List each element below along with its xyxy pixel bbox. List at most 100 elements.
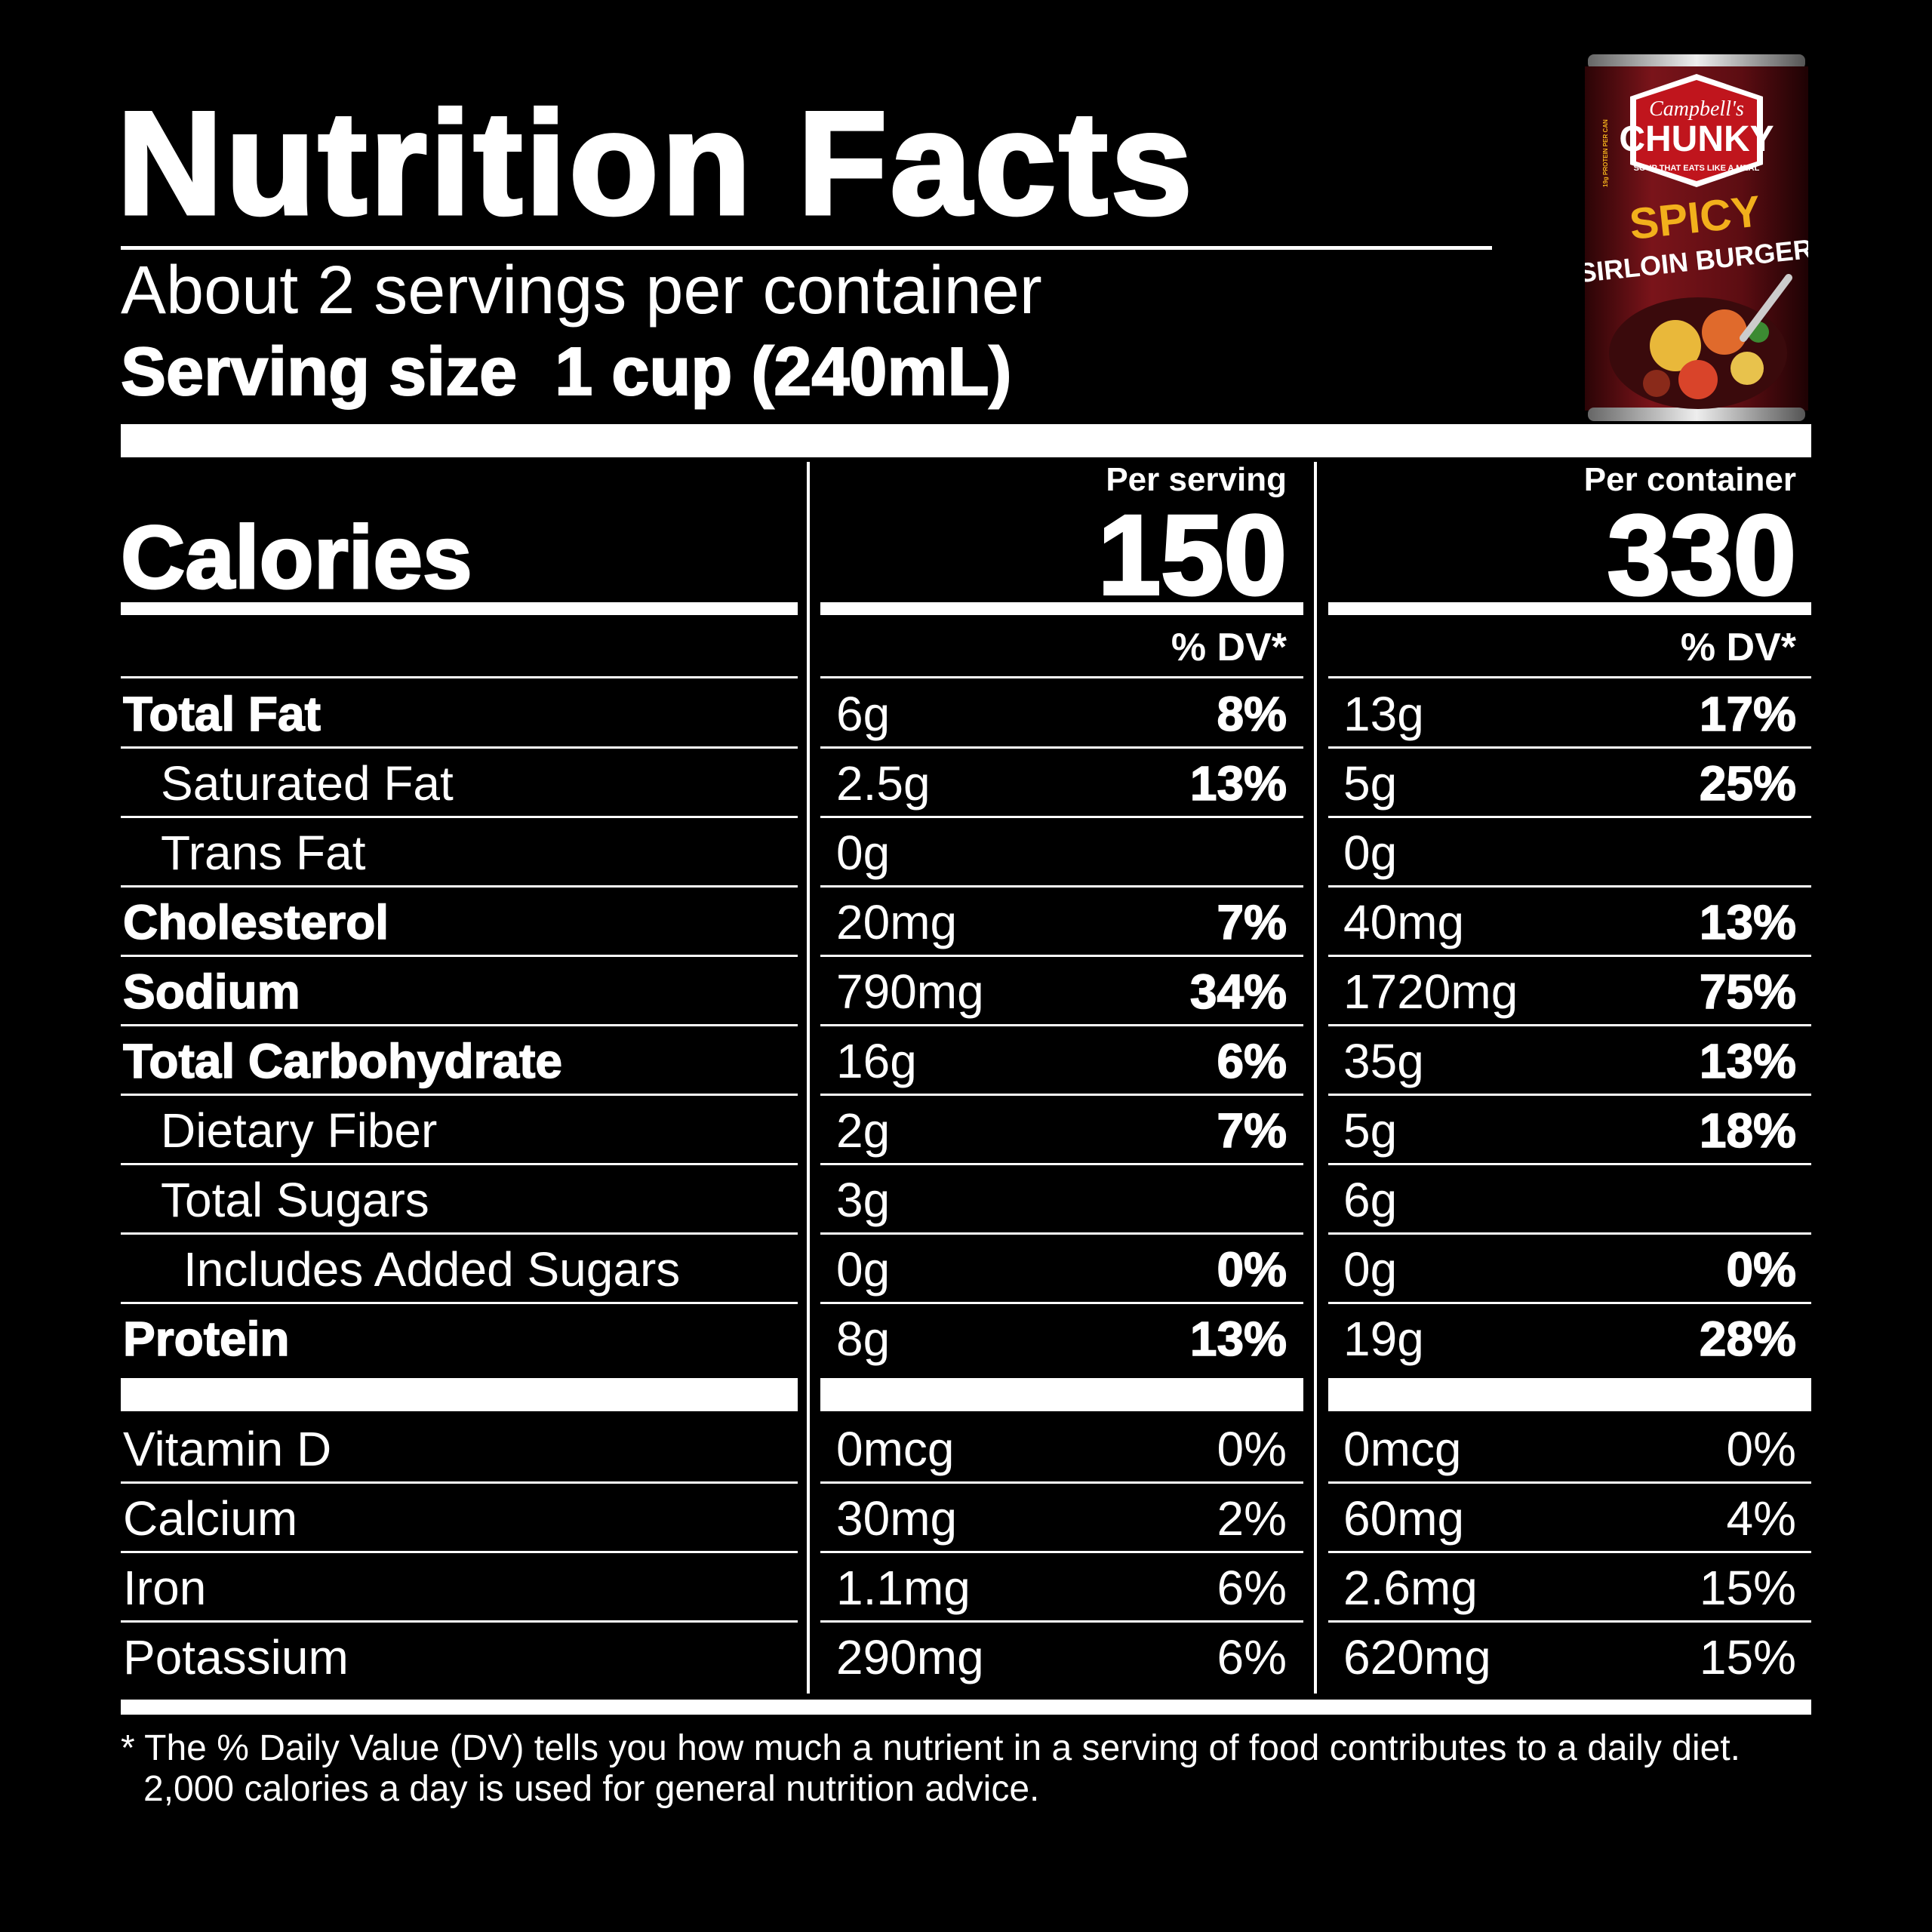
row-separator	[1328, 1481, 1811, 1484]
serving-dv: 8%	[1217, 686, 1287, 742]
container-dv: 75%	[1699, 964, 1797, 1020]
container-amount: 620mg	[1343, 1630, 1491, 1684]
row-separator	[1328, 1094, 1811, 1096]
nutrient-row: Saturated Fat 2.5g 13% 5g 25%	[0, 749, 1932, 818]
nutrient-name: Total Carbohydrate	[122, 1033, 563, 1089]
row-separator	[121, 955, 798, 957]
nutrient-row: Total Fat 6g 8% 13g 17%	[0, 679, 1932, 749]
row-separator	[820, 746, 1303, 749]
nutrient-row: Trans Fat 0g 0g	[0, 818, 1932, 888]
row-separator	[121, 1481, 798, 1484]
calories-per-container: 330	[1606, 491, 1798, 618]
row-separator	[820, 1232, 1303, 1235]
label-title: Nutrition Facts	[115, 82, 1195, 245]
vitamin-row: Calcium 30mg 2% 60mg 4%	[0, 1484, 1932, 1553]
row-separator	[1328, 1163, 1811, 1165]
per-container-label: Per container	[1583, 461, 1796, 498]
can-protein-badge: 19g PROTEIN PER CAN	[1602, 119, 1609, 187]
row-separator	[820, 1302, 1303, 1304]
serving-dv: 2%	[1217, 1491, 1287, 1546]
row-separator	[1328, 955, 1811, 957]
row-separator	[1328, 676, 1811, 678]
nutrient-row: Protein 8g 13% 19g 28%	[0, 1304, 1932, 1374]
serving-dv: 7%	[1217, 1103, 1287, 1158]
vitamin-name: Vitamin D	[123, 1422, 332, 1476]
serving-dv: 0%	[1217, 1241, 1287, 1297]
container-dv: 13%	[1699, 894, 1797, 950]
nutrient-name: Trans Fat	[161, 826, 366, 880]
container-amount: 6g	[1343, 1173, 1398, 1227]
vitamin-row: Vitamin D 0mcg 0% 0mcg 0%	[0, 1414, 1932, 1484]
container-amount: 2.6mg	[1343, 1561, 1478, 1615]
nutrient-row: Cholesterol 20mg 7% 40mg 13%	[0, 888, 1932, 957]
nutrient-name: Cholesterol	[122, 894, 389, 950]
row-separator	[820, 1481, 1303, 1484]
row-separator	[121, 1302, 798, 1304]
row-separator	[121, 885, 798, 888]
serving-dv: 13%	[1189, 1311, 1287, 1367]
servings-per-container: About 2 servings per container	[121, 253, 1042, 328]
serving-amount: 30mg	[836, 1491, 958, 1546]
nutrient-name: Dietary Fiber	[161, 1103, 438, 1158]
dv-header-serving: % DV*	[1171, 626, 1287, 669]
vitamin-name: Calcium	[123, 1491, 298, 1546]
vitamin-bar-right	[1328, 1378, 1811, 1411]
container-amount: 0mcg	[1343, 1422, 1462, 1476]
serving-amount: 0mcg	[836, 1422, 955, 1476]
can-product-line: CHUNKY	[1619, 119, 1774, 159]
nutrient-row: Includes Added Sugars 0g 0% 0g 0%	[0, 1235, 1932, 1304]
serving-dv: 6%	[1217, 1561, 1287, 1615]
serving-amount: 0g	[836, 826, 891, 880]
calories-rule-mid	[820, 602, 1303, 615]
container-amount: 0g	[1343, 826, 1398, 880]
serving-amount: 20mg	[836, 895, 958, 949]
row-separator	[1328, 1232, 1811, 1235]
vitamin-row: Potassium 290mg 6% 620mg 15%	[0, 1623, 1932, 1692]
serving-amount: 6g	[836, 687, 891, 741]
container-amount: 13g	[1343, 687, 1424, 741]
row-separator	[820, 1163, 1303, 1165]
nutrient-row: Total Sugars 3g 6g	[0, 1165, 1932, 1235]
row-separator	[121, 1551, 798, 1553]
serving-dv: 0%	[1217, 1422, 1287, 1476]
nutrient-name: Total Sugars	[161, 1173, 429, 1227]
row-separator	[820, 1620, 1303, 1623]
container-amount: 5g	[1343, 1103, 1398, 1158]
container-dv	[1638, 1165, 1796, 1235]
column-divider-2	[1314, 462, 1317, 1694]
container-dv: 13%	[1699, 1033, 1797, 1089]
container-dv: 15%	[1699, 1561, 1796, 1615]
dv-header-container: % DV*	[1680, 626, 1796, 669]
row-separator	[820, 1551, 1303, 1553]
serving-amount: 2g	[836, 1103, 891, 1158]
serving-amount: 790mg	[836, 964, 984, 1019]
container-dv: 15%	[1699, 1630, 1796, 1684]
row-separator	[121, 1232, 798, 1235]
serving-amount: 1.1mg	[836, 1561, 971, 1615]
row-separator	[820, 885, 1303, 888]
serving-dv: 6%	[1217, 1630, 1287, 1684]
container-dv: 18%	[1699, 1103, 1797, 1158]
row-separator	[1328, 1024, 1811, 1026]
row-separator	[121, 1620, 798, 1623]
container-dv: 25%	[1699, 755, 1797, 811]
serving-dv: 7%	[1217, 894, 1287, 950]
container-amount: 0g	[1343, 1242, 1398, 1297]
product-can-image: Campbell's CHUNKY SOUP THAT EATS LIKE A …	[1585, 54, 1808, 421]
serving-dv: 34%	[1189, 964, 1287, 1020]
row-separator	[1328, 816, 1811, 818]
row-separator	[820, 1024, 1303, 1026]
can-brand: Campbell's	[1649, 97, 1744, 121]
container-dv: 17%	[1699, 686, 1797, 742]
serving-dv	[1132, 1165, 1287, 1235]
nutrient-name: Total Fat	[122, 686, 321, 742]
row-separator	[820, 955, 1303, 957]
can-tagline: SOUP THAT EATS LIKE A MEAL	[1634, 164, 1760, 173]
serving-dv: 6%	[1217, 1033, 1287, 1089]
row-separator	[121, 1094, 798, 1096]
nutrient-row: Dietary Fiber 2g 7% 5g 18%	[0, 1096, 1932, 1165]
nutrient-name: Protein	[122, 1311, 290, 1367]
serving-dv: 13%	[1189, 755, 1287, 811]
vitamin-bar-left	[121, 1378, 798, 1411]
nutrient-row: Total Carbohydrate 16g 6% 35g 13%	[0, 1026, 1932, 1096]
